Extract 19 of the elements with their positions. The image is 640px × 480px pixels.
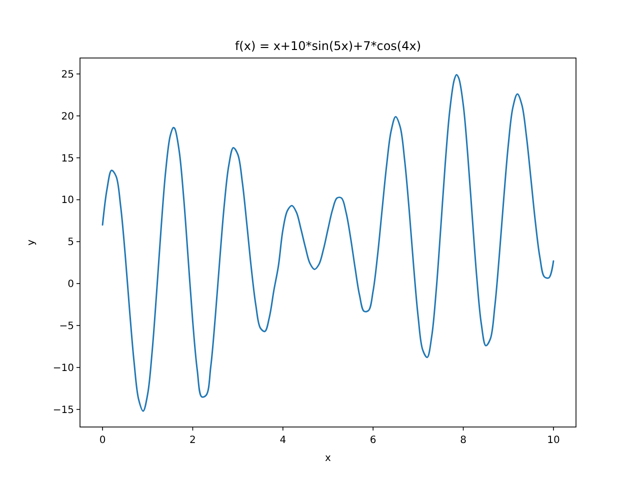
y-tick-label: 10 bbox=[61, 195, 74, 206]
y-tick-label: −5 bbox=[59, 321, 74, 332]
y-tick-label: −15 bbox=[52, 404, 74, 416]
y-tick-label: −10 bbox=[52, 362, 74, 374]
x-tick-label: 4 bbox=[280, 435, 286, 446]
y-tick-label: 25 bbox=[61, 69, 74, 80]
y-tick-label: 0 bbox=[68, 279, 74, 290]
chart-title: f(x) = x+10*sin(5x)+7*cos(4x) bbox=[234, 39, 422, 53]
y-tick-label: 20 bbox=[61, 111, 74, 122]
x-axis-title: x bbox=[325, 453, 332, 464]
y-tick-label: 15 bbox=[61, 153, 74, 164]
x-tick-label: 0 bbox=[99, 435, 106, 446]
x-tick-label: 10 bbox=[547, 435, 560, 446]
x-tick-label: 8 bbox=[460, 435, 466, 446]
line-series bbox=[102, 74, 554, 412]
x-tick-label: 2 bbox=[190, 435, 196, 446]
y-axis-title: y bbox=[26, 239, 37, 246]
y-tick-label: 5 bbox=[68, 237, 74, 248]
x-tick-label: 6 bbox=[370, 435, 376, 446]
